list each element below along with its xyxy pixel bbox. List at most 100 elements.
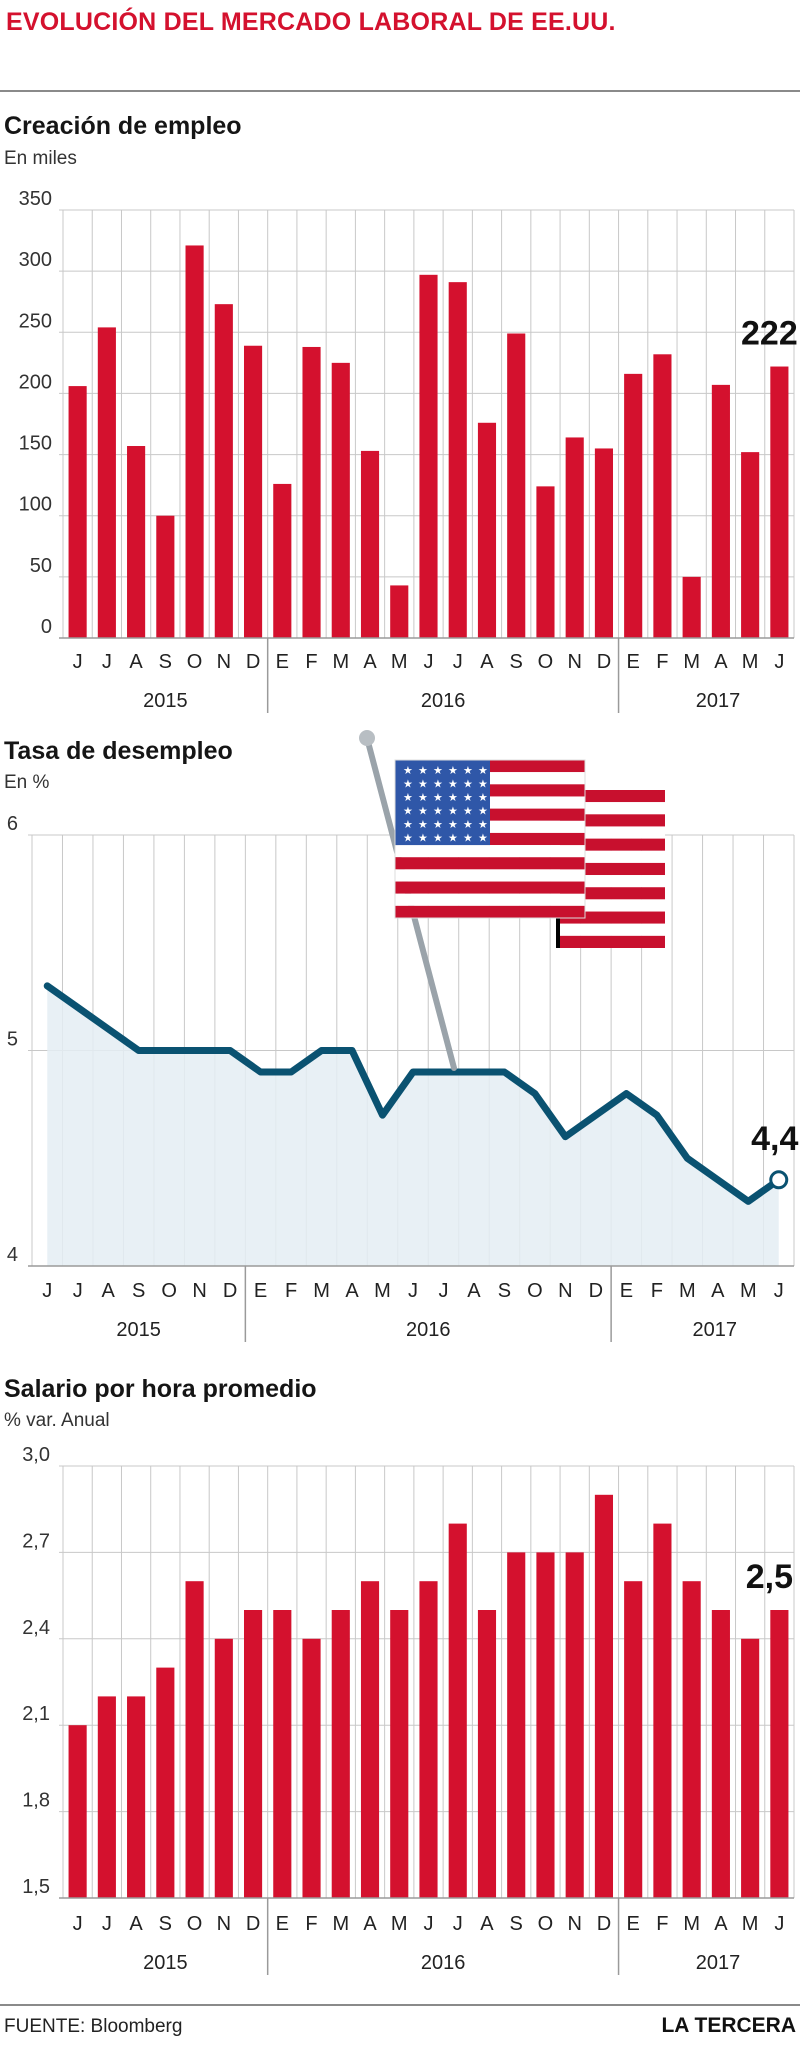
x-tick-label: F xyxy=(305,1913,317,1935)
flag-star: ★ xyxy=(448,779,458,791)
x-tick-label: J xyxy=(73,1280,83,1302)
chart-1-subtitle: En miles xyxy=(4,148,77,169)
bar-2 xyxy=(97,1696,116,1898)
x-tick-label: F xyxy=(305,651,317,673)
x-tick-label: S xyxy=(510,1913,523,1935)
bar-3 xyxy=(127,1696,146,1898)
flag-star: ★ xyxy=(448,819,458,831)
flag-star: ★ xyxy=(463,765,473,777)
year-label: 2015 xyxy=(116,1319,161,1341)
hourly-wage-chart: 1,51,82,12,42,73,02,5J J A S O N D E F M A M J J A S O N D… xyxy=(22,1444,795,1975)
bar-8 xyxy=(273,483,292,638)
x-tick-label: D xyxy=(246,1913,260,1935)
flag-stripe xyxy=(560,899,665,912)
flag-stripe xyxy=(560,802,665,815)
bar-21 xyxy=(653,354,672,638)
x-tick-label: S xyxy=(159,1913,172,1935)
flag-star: ★ xyxy=(448,765,458,777)
x-tick-label: E xyxy=(620,1280,633,1302)
year-label: 2016 xyxy=(421,1952,466,1974)
flag-star: ★ xyxy=(448,806,458,818)
bar-22 xyxy=(682,1581,701,1898)
x-tick-label: S xyxy=(132,1280,145,1302)
flag-star: ★ xyxy=(433,806,443,818)
x-tick-label: E xyxy=(276,651,289,673)
bar-8 xyxy=(273,1610,292,1898)
x-tick-label: M xyxy=(742,651,759,673)
x-tick-label: A xyxy=(480,1913,494,1935)
flag-star: ★ xyxy=(418,833,428,845)
y-tick-label: 5 xyxy=(7,1029,18,1051)
x-tick-label: M xyxy=(679,1280,696,1302)
x-tick-label: D xyxy=(223,1280,237,1302)
y-tick-label: 2,7 xyxy=(22,1530,50,1552)
bar-6 xyxy=(214,304,233,638)
x-tick-label: J xyxy=(774,1280,784,1302)
flag-star: ★ xyxy=(478,806,488,818)
x-tick-label: M xyxy=(374,1280,391,1302)
x-tick-label: E xyxy=(276,1913,289,1935)
y-tick-label: 1,5 xyxy=(22,1876,50,1898)
footer-divider xyxy=(0,2004,800,2006)
bar-10 xyxy=(331,362,350,638)
x-tick-label: D xyxy=(597,651,611,673)
year-label: 2016 xyxy=(406,1319,451,1341)
flag-stripe xyxy=(560,875,665,888)
flag-star: ★ xyxy=(478,792,488,804)
flag-stripe xyxy=(560,790,665,803)
bar-20 xyxy=(624,373,643,638)
flag-star: ★ xyxy=(403,779,413,791)
bar-15 xyxy=(477,1610,497,1898)
x-tick-label: A xyxy=(345,1280,359,1302)
flag-star: ★ xyxy=(433,765,443,777)
y-tick-label: 2,4 xyxy=(22,1617,50,1639)
bar-21 xyxy=(653,1523,672,1898)
x-tick-label: F xyxy=(656,651,668,673)
x-tick-label: D xyxy=(589,1280,603,1302)
flag-stripe xyxy=(560,862,665,876)
flag-pole-finial xyxy=(359,730,375,746)
x-tick-label: J xyxy=(424,651,434,673)
flag-star: ★ xyxy=(418,806,428,818)
bar-11 xyxy=(360,1581,380,1898)
x-tick-label: F xyxy=(656,1913,668,1935)
x-tick-label: J xyxy=(424,1913,434,1935)
bar-3 xyxy=(127,446,146,638)
bar-9 xyxy=(302,1638,321,1898)
bar-12 xyxy=(390,1610,409,1898)
x-tick-label: M xyxy=(683,651,700,673)
bar-1 xyxy=(68,386,87,638)
bar-4 xyxy=(156,1667,175,1898)
x-tick-label: D xyxy=(597,1913,611,1935)
bar-20 xyxy=(624,1581,643,1898)
latest-value-label: 2,5 xyxy=(746,1558,793,1596)
us-flag-icon: ★ ★ ★ ★ ★ ★★ ★ ★ ★ ★ ★★ ★ ★ ★ ★ ★★ ★ ★ ★ ★ ★★ ★ ★ ★ ★ ★★ ★ ★ ★ ★ ★ xyxy=(359,730,665,1071)
bar-11 xyxy=(360,450,380,638)
flag-star: ★ xyxy=(478,833,488,845)
x-tick-label: J xyxy=(453,1913,463,1935)
bar-17 xyxy=(536,486,555,638)
x-tick-label: M xyxy=(391,1913,408,1935)
chart-2-title: Tasa de desempleo xyxy=(4,737,233,765)
last-point-marker xyxy=(769,1170,789,1190)
bar-2 xyxy=(97,327,116,638)
x-tick-label: E xyxy=(254,1280,267,1302)
bar-24 xyxy=(741,452,760,638)
x-tick-label: A xyxy=(129,651,143,673)
bar-10 xyxy=(331,1610,350,1898)
flag-star: ★ xyxy=(418,779,428,791)
x-tick-label: J xyxy=(453,651,463,673)
x-tick-label: N xyxy=(217,651,231,673)
flag-stripe xyxy=(395,869,585,882)
bar-5 xyxy=(185,245,204,638)
flag-star: ★ xyxy=(463,819,473,831)
bar-13 xyxy=(419,1581,438,1898)
y-tick-label: 300 xyxy=(19,249,52,271)
x-tick-label: S xyxy=(498,1280,511,1302)
bar-16 xyxy=(507,1552,526,1898)
bar-14 xyxy=(448,1523,467,1898)
y-tick-label: 2,1 xyxy=(22,1703,50,1725)
x-tick-label: N xyxy=(567,651,581,673)
